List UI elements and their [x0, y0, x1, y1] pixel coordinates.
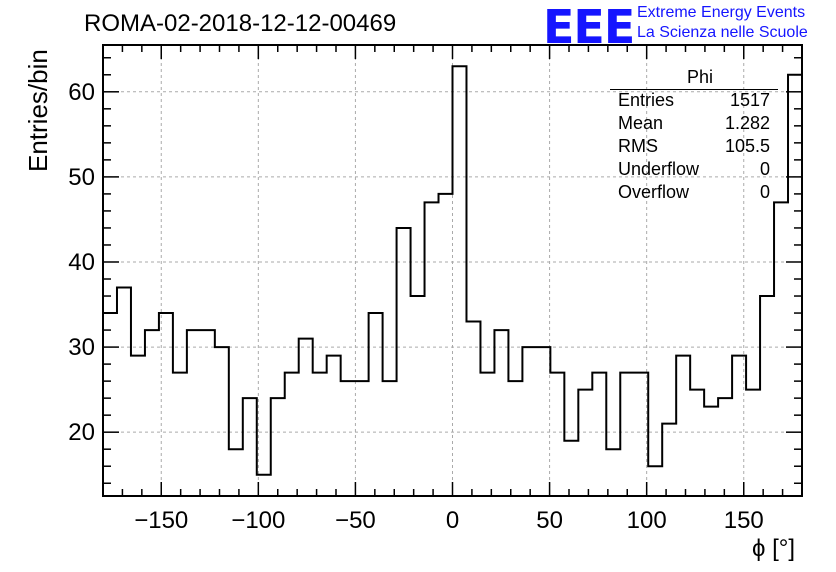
y-tick-label: 60	[68, 79, 95, 106]
histogram-bin	[774, 202, 788, 496]
branding-line-2: La Scienza nelle Scuole	[637, 24, 808, 41]
stats-name: Phi	[686, 67, 713, 87]
y-axis-label: Entries/bin	[23, 49, 53, 172]
stats-label: RMS	[618, 136, 658, 156]
y-tick-label: 50	[68, 164, 95, 191]
histogram-bin	[159, 313, 173, 496]
histogram-bin	[592, 373, 606, 496]
histogram-bin	[466, 322, 480, 496]
x-tick-label: 150	[724, 507, 764, 534]
histogram-bin	[215, 347, 229, 496]
histogram-bin	[383, 381, 397, 496]
histogram-bin	[313, 373, 327, 496]
x-tick-label: 50	[536, 507, 563, 534]
histogram-bin	[620, 373, 634, 496]
stats-value: 0	[759, 159, 770, 179]
chart-title: ROMA-02-2018-12-12-00469	[84, 10, 397, 37]
histogram-bin	[229, 449, 243, 496]
histogram-bin	[299, 339, 313, 496]
stats-label: Overflow	[618, 182, 690, 202]
histogram-bin	[634, 373, 648, 496]
histogram-bin	[606, 449, 620, 496]
stats-value: 105.5	[724, 136, 770, 156]
histogram-bin	[103, 313, 117, 496]
stats-row-underflow: Underflow 0	[610, 159, 778, 182]
histogram-bin	[536, 347, 550, 496]
histogram-bin	[690, 390, 704, 496]
histogram-bin	[480, 373, 494, 496]
x-tick-label: 100	[627, 507, 667, 534]
histogram-bin	[676, 356, 690, 496]
histogram-bin	[355, 381, 369, 496]
histogram-bin	[425, 202, 439, 496]
histogram-bin	[285, 373, 299, 496]
x-tick-label: 0	[446, 507, 459, 534]
histogram-bin	[662, 424, 676, 496]
histogram-bin	[131, 356, 145, 496]
stats-row-rms: RMS 105.5	[610, 136, 778, 159]
stats-row-mean: Mean 1.282	[610, 113, 778, 136]
histogram-bin	[746, 390, 760, 496]
histogram-bin	[397, 228, 411, 496]
histogram-bin	[732, 356, 746, 496]
histogram-bin	[173, 373, 187, 496]
histogram-bin	[760, 296, 774, 496]
histogram-bin	[117, 288, 131, 496]
stats-value: 1517	[729, 90, 770, 110]
histogram-bin	[369, 313, 383, 496]
histogram-bin	[648, 466, 662, 496]
x-axis-label: ϕ [°]	[752, 535, 796, 562]
y-tick-label: 40	[68, 249, 95, 276]
stats-label: Underflow	[618, 159, 700, 179]
y-tick-label: 30	[68, 334, 95, 361]
stats-label: Mean	[618, 113, 664, 133]
histogram-bin	[187, 330, 201, 496]
histogram-bin	[494, 330, 508, 496]
histogram-bin	[578, 390, 592, 496]
stats-value: 0	[759, 182, 770, 202]
histogram-bin	[522, 347, 536, 496]
histogram-outline	[103, 65, 802, 476]
stats-value: 1.282	[724, 113, 770, 133]
histogram-bin	[564, 441, 578, 496]
x-tick-label: −150	[134, 507, 188, 534]
branding-line-1: Extreme Energy Events	[637, 4, 806, 21]
histogram-bin	[271, 398, 285, 496]
x-tick-label: −50	[335, 507, 376, 534]
histogram-bin	[718, 398, 732, 496]
histogram-bin	[327, 356, 341, 496]
histogram-bin	[411, 296, 425, 496]
stats-divider	[610, 89, 778, 90]
stats-label: Entries	[618, 90, 675, 110]
histogram-bin	[341, 381, 355, 496]
histogram-bin	[453, 66, 467, 496]
histogram-bin	[508, 381, 522, 496]
histogram-bin	[243, 398, 257, 496]
y-tick-label: 20	[68, 419, 95, 446]
stats-row-entries: Entries 1517	[610, 90, 778, 113]
eee-logo: EEE	[543, 0, 635, 54]
stats-box: Phi Entries 1517 Mean 1.282 RMS 105.5 Un…	[610, 67, 778, 205]
x-tick-label: −100	[231, 507, 285, 534]
stats-row-overflow: Overflow 0	[610, 182, 778, 205]
histogram-bin	[704, 407, 718, 496]
histogram-bin	[145, 330, 159, 496]
histogram-bin	[201, 330, 215, 496]
histogram-bin	[439, 194, 453, 496]
histogram-bin	[550, 373, 564, 496]
